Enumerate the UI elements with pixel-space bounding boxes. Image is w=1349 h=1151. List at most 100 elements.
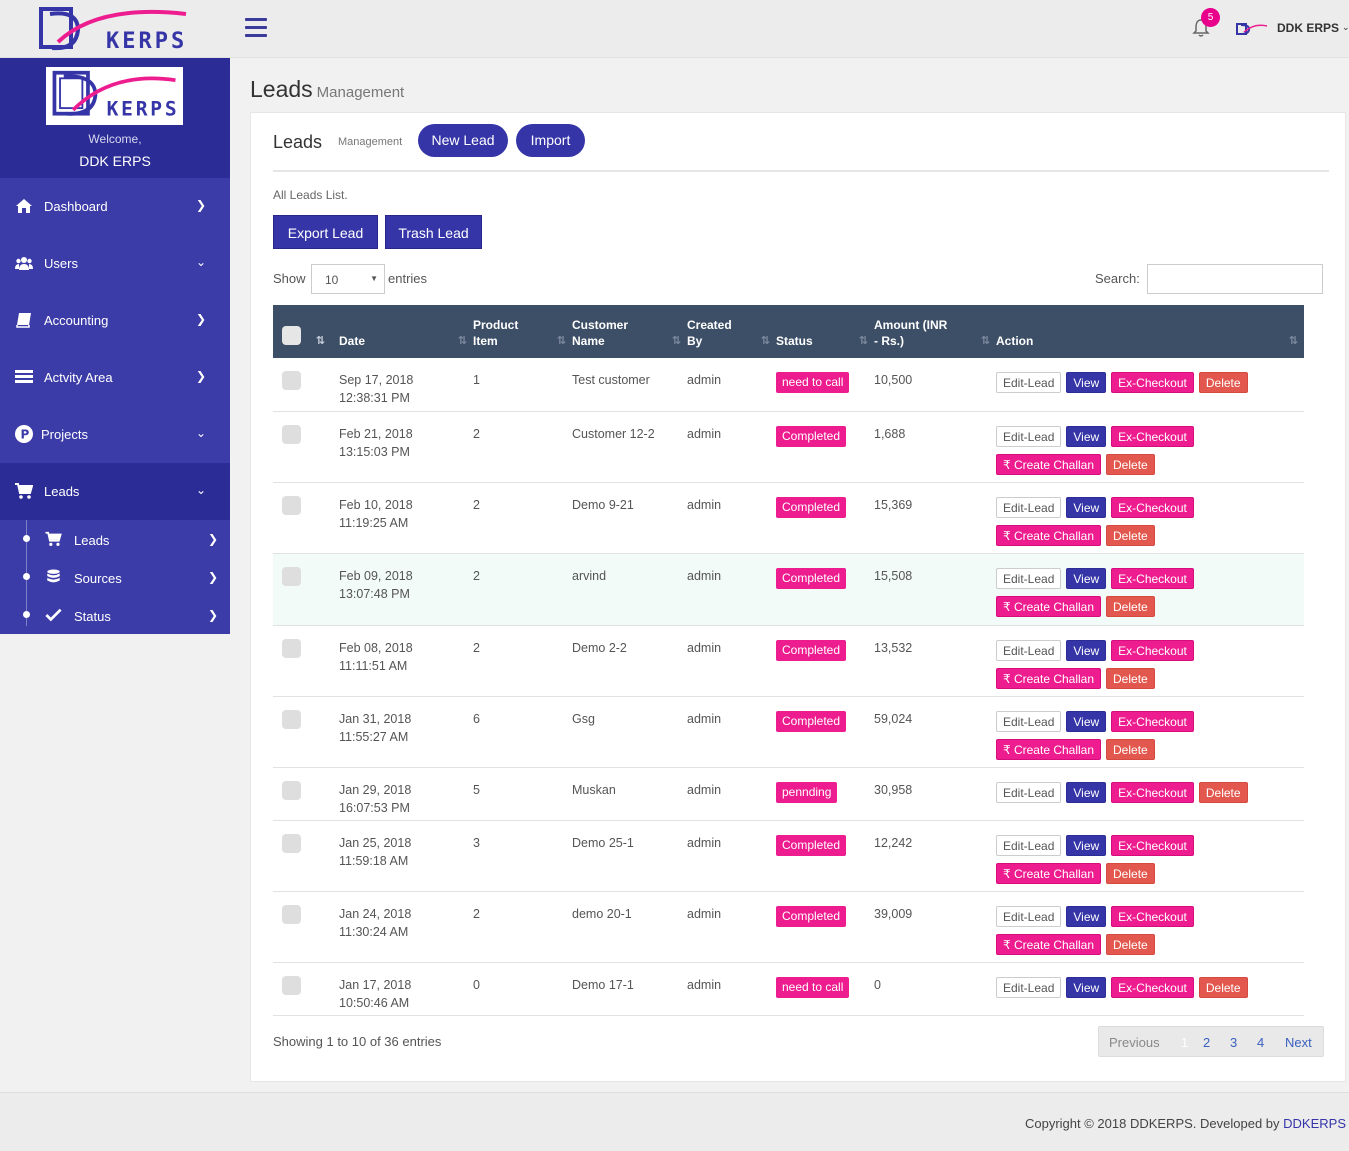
column-product-item[interactable]: Product Item ⇅	[473, 305, 572, 358]
row-checkbox[interactable]	[282, 638, 301, 658]
delete-button[interactable]: Delete	[1198, 781, 1248, 803]
delete-button[interactable]: Delete	[1106, 933, 1155, 955]
create-challan-button[interactable]: ₹ Create Challan	[996, 738, 1102, 760]
select-all-checkbox[interactable]	[282, 326, 301, 345]
sort-icon[interactable]: ⇅	[315, 335, 325, 347]
developer-link[interactable]: DDKERPS	[1283, 1116, 1346, 1131]
chevron-down-icon[interactable]: ⌄	[1342, 22, 1349, 32]
column-customer-name[interactable]: Customer Name ⇅	[572, 305, 687, 358]
new-lead-button[interactable]: New Lead	[418, 124, 508, 157]
edit-lead-button[interactable]: Edit-Lead	[996, 639, 1062, 661]
row-checkbox[interactable]	[282, 709, 301, 729]
view-button[interactable]: View	[1066, 976, 1107, 998]
page-3-button[interactable]: 3	[1230, 1035, 1238, 1050]
sidebar-item-leads[interactable]: Leads ⌄	[0, 463, 230, 520]
edit-lead-button[interactable]: Edit-Lead	[996, 905, 1062, 927]
create-challan-button[interactable]: ₹ Create Challan	[996, 595, 1102, 617]
view-button[interactable]: View	[1066, 639, 1107, 661]
edit-lead-button[interactable]: Edit-Lead	[996, 834, 1062, 856]
page-4-button[interactable]: 4	[1257, 1035, 1265, 1050]
view-button[interactable]: View	[1066, 372, 1107, 393]
ex-checkout-button[interactable]: Ex-Checkout	[1111, 639, 1194, 661]
ddkerps-logo[interactable]: KERPS	[38, 6, 188, 54]
export-lead-button[interactable]: Export Lead	[273, 215, 378, 249]
submenu-item-leads[interactable]: Leads ❯	[0, 520, 230, 558]
submenu-item-status[interactable]: Status ❯	[0, 596, 230, 634]
trash-lead-button[interactable]: Trash Lead	[385, 215, 482, 249]
view-button[interactable]: View	[1066, 567, 1107, 589]
date-cell: Feb 08, 2018 11:11:51 AM	[339, 625, 473, 697]
delete-button[interactable]: Delete	[1198, 976, 1248, 998]
delete-button[interactable]: Delete	[1106, 453, 1155, 475]
create-challan-button[interactable]: ₹ Create Challan	[996, 524, 1102, 546]
edit-lead-button[interactable]: Edit-Lead	[996, 425, 1062, 447]
create-challan-button[interactable]: ₹ Create Challan	[996, 667, 1102, 689]
menu-toggle-icon[interactable]	[245, 18, 267, 38]
ex-checkout-button[interactable]: Ex-Checkout	[1111, 710, 1194, 732]
sidebar-item-dashboard[interactable]: Dashboard ❯	[0, 178, 230, 235]
delete-button[interactable]: Delete	[1106, 667, 1155, 689]
next-page-button[interactable]: Next	[1285, 1035, 1312, 1050]
edit-lead-button[interactable]: Edit-Lead	[996, 496, 1062, 518]
ex-checkout-button[interactable]: Ex-Checkout	[1111, 905, 1194, 927]
ex-checkout-button[interactable]: Ex-Checkout	[1111, 976, 1194, 998]
view-button[interactable]: View	[1066, 710, 1107, 732]
row-checkbox[interactable]	[282, 904, 301, 924]
table-row: Jan 24, 2018 11:30:24 AM 2 demo 20-1 admin Co…	[273, 891, 1304, 963]
row-select-cell	[273, 411, 339, 483]
view-button[interactable]: View	[1066, 781, 1107, 803]
delete-button[interactable]: Delete	[1106, 524, 1155, 546]
column-action[interactable]: Action ⇅	[996, 305, 1304, 358]
sidebar-item-users[interactable]: Users ⌄	[0, 235, 230, 292]
edit-lead-button[interactable]: Edit-Lead	[996, 567, 1062, 589]
row-checkbox[interactable]	[282, 371, 301, 390]
ex-checkout-button[interactable]: Ex-Checkout	[1111, 567, 1194, 589]
ex-checkout-button[interactable]: Ex-Checkout	[1111, 834, 1194, 856]
page-2-button[interactable]: 2	[1203, 1035, 1211, 1050]
search-input[interactable]	[1147, 264, 1323, 294]
edit-lead-button[interactable]: Edit-Lead	[996, 976, 1062, 998]
create-challan-button[interactable]: ₹ Create Challan	[996, 453, 1102, 475]
sidebar-item-activity-area[interactable]: Actvity Area ❯	[0, 349, 230, 406]
row-checkbox[interactable]	[282, 833, 301, 853]
status-cell: Completed	[776, 696, 874, 768]
row-checkbox[interactable]	[282, 975, 301, 995]
sidebar-item-projects[interactable]: P Projects ⌄	[0, 406, 230, 463]
create-challan-button[interactable]: ₹ Create Challan	[996, 933, 1102, 955]
sidebar-item-accounting[interactable]: Accounting ❯	[0, 292, 230, 349]
column-status[interactable]: Status ⇅	[776, 305, 874, 358]
delete-button[interactable]: Delete	[1106, 595, 1155, 617]
delete-button[interactable]: Delete	[1198, 372, 1248, 393]
notification-badge[interactable]: 5	[1201, 8, 1220, 27]
submenu-item-sources[interactable]: Sources ❯	[0, 558, 230, 596]
view-button[interactable]: View	[1066, 425, 1107, 447]
page-size-select[interactable]: 10 ▼	[311, 264, 385, 294]
view-button[interactable]: View	[1066, 834, 1107, 856]
column-amount[interactable]: Amount (INR - Rs.) ⇅	[874, 305, 996, 358]
user-menu[interactable]: DDK ERPS	[1277, 21, 1340, 35]
edit-lead-button[interactable]: Edit-Lead	[996, 372, 1062, 393]
delete-button[interactable]: Delete	[1106, 862, 1155, 884]
view-button[interactable]: View	[1066, 496, 1107, 518]
panel-title: Leads	[273, 132, 323, 152]
edit-lead-button[interactable]: Edit-Lead	[996, 781, 1062, 803]
edit-lead-button[interactable]: Edit-Lead	[996, 710, 1062, 732]
ex-checkout-button[interactable]: Ex-Checkout	[1111, 425, 1194, 447]
ex-checkout-button[interactable]: Ex-Checkout	[1111, 496, 1194, 518]
row-checkbox[interactable]	[282, 495, 301, 515]
amount-cell: 15,508	[874, 553, 996, 626]
row-checkbox[interactable]	[282, 566, 301, 586]
previous-page-button[interactable]: Previous	[1109, 1035, 1160, 1050]
row-checkbox[interactable]	[282, 424, 301, 444]
column-date[interactable]: Date ⇅	[339, 305, 473, 358]
row-checkbox[interactable]	[282, 780, 301, 800]
ex-checkout-button[interactable]: Ex-Checkout	[1111, 781, 1194, 803]
import-button[interactable]: Import	[516, 124, 585, 157]
user-avatar[interactable]	[1236, 22, 1268, 36]
view-button[interactable]: View	[1066, 905, 1107, 927]
delete-button[interactable]: Delete	[1106, 738, 1155, 760]
ex-checkout-button[interactable]: Ex-Checkout	[1111, 372, 1194, 393]
column-created-by[interactable]: Created By ⇅	[687, 305, 776, 358]
create-challan-button[interactable]: ₹ Create Challan	[996, 862, 1102, 884]
page-1-button[interactable]: 1	[1181, 1035, 1189, 1050]
